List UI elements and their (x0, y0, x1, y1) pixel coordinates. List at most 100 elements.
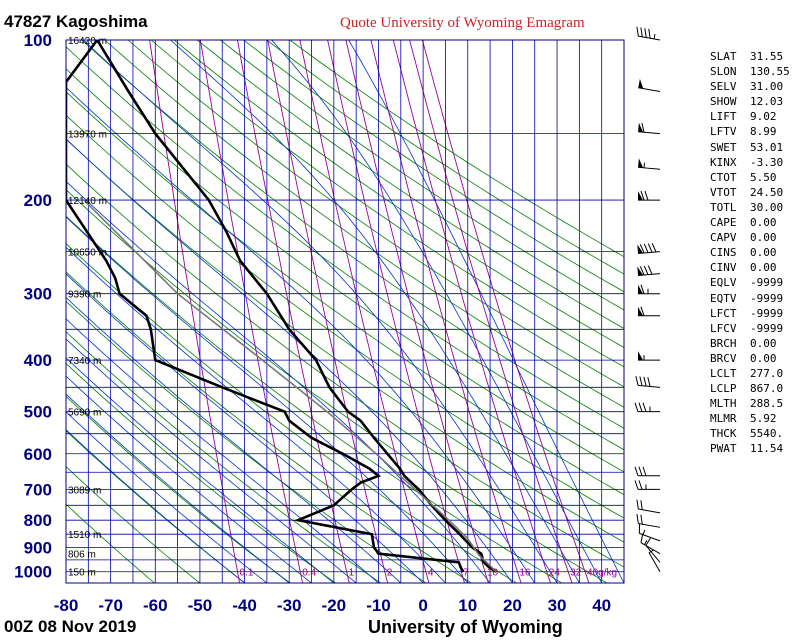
wind-barb (638, 284, 660, 295)
index-name: BRCV (710, 351, 737, 365)
x-tick-label: -40 (232, 596, 257, 615)
wind-barb (638, 523, 661, 542)
index-row: LCLP 867.0 (710, 381, 790, 396)
dry-adiabat (66, 215, 563, 583)
moist-adiabat (66, 393, 290, 583)
index-row: EQTV -9999 (710, 291, 790, 306)
moist-adiabat (66, 86, 536, 583)
mixing-ratio-label: 1 (349, 568, 355, 579)
index-name: MLMR (710, 412, 737, 426)
index-row: TOTL 30.00 (710, 200, 790, 215)
wind-barb (638, 190, 660, 201)
dry-adiabat (197, 40, 624, 329)
index-row: KINX -3.30 (710, 155, 790, 170)
index-row: MLMR 5.92 (710, 411, 790, 426)
mixing-ratio-label: 32 (570, 568, 582, 579)
index-value: -9999 (750, 321, 784, 335)
y-tick-label: 300 (24, 285, 52, 304)
moist-adiabat (66, 318, 379, 583)
mixing-ratio-label: 0.1 (240, 568, 254, 579)
wind-barb (634, 466, 660, 477)
index-row: SHOW 12.03 (710, 94, 790, 109)
dry-adiabat (66, 362, 336, 583)
plot-frame (65, 39, 625, 584)
index-name: LFTV (710, 125, 737, 139)
index-value: -9999 (750, 306, 784, 320)
x-tick-label: 0 (418, 596, 427, 615)
index-row: BRCV 0.00 (710, 351, 790, 366)
height-label: 9390 m (68, 290, 101, 301)
wind-barb (638, 122, 661, 135)
index-row: EQLV -9999 (710, 275, 790, 290)
moist-adiabat (66, 296, 402, 583)
mixing-ratio-line (149, 40, 241, 583)
dry-adiabat (66, 331, 381, 583)
dry-adiabat (243, 40, 624, 293)
temperature-profile (96, 40, 497, 573)
index-row: CTOT 5.50 (710, 170, 790, 185)
mixing-ratio-line (392, 40, 551, 583)
y-tick-label: 700 (24, 480, 52, 499)
index-row: LFTV 8.99 (710, 124, 790, 139)
datetime-label: 00Z 08 Nov 2019 (4, 617, 137, 636)
moist-adiabat (66, 429, 245, 583)
height-label: 7340 m (68, 356, 101, 367)
index-row: LFCT -9999 (710, 306, 790, 321)
y-tick-label: 600 (24, 445, 52, 464)
index-row: VTOT 24.50 (710, 185, 790, 200)
dry-adiabat (66, 91, 624, 496)
index-value: 0.00 (750, 246, 777, 260)
index-row: PWAT 11.54 (710, 441, 790, 456)
mixing-ratio-line (370, 40, 522, 583)
dry-adiabat (266, 40, 624, 275)
mixing-ratio-line (345, 40, 489, 583)
mixing-ratio-line (421, 40, 590, 583)
mixing-ratio-label: 16 (520, 568, 532, 579)
dry-adiabat (173, 40, 624, 348)
index-name: CINS (710, 246, 737, 260)
index-name: SLAT (710, 50, 737, 63)
index-name: CAPE (710, 216, 737, 230)
index-row: MLTH 288.5 (710, 396, 790, 411)
index-name: THCK (710, 427, 737, 441)
source-label: University of Wyoming (368, 617, 563, 637)
index-value: 12.03 (750, 95, 784, 109)
index-name: BRCH (710, 336, 737, 350)
index-value: 24.50 (750, 185, 784, 199)
dry-adiabat (66, 271, 472, 583)
dry-adiabat (66, 68, 624, 473)
index-row: CINS 0.00 (710, 245, 790, 260)
index-name: LCLT (710, 366, 737, 380)
mixing-ratio-label: 4 (428, 568, 434, 579)
mixing-ratio-label: 24 (549, 568, 561, 579)
y-tick-label: 1000 (14, 563, 52, 582)
index-value: 0.00 (750, 336, 777, 350)
mixing-ratio-line (299, 40, 430, 583)
dry-adiabat (66, 46, 624, 451)
index-name: SHOW (710, 95, 737, 109)
moist-adiabat (170, 40, 580, 583)
index-value: 53.01 (750, 140, 784, 154)
index-name: CINV (710, 261, 737, 275)
height-label: 5690 m (68, 408, 101, 419)
index-name: CTOT (710, 170, 737, 184)
index-name: LIFT (710, 110, 737, 124)
stability-indices-table: SLAT 31.55 SLON 130.55 SELV 31.00 SHOW 12.03 LIF… (710, 49, 790, 457)
index-row: SLAT 31.55 (710, 49, 790, 64)
x-tick-label: 30 (548, 596, 567, 615)
index-value: 5.92 (750, 412, 777, 426)
mixing-ratio-line (327, 40, 465, 583)
x-tick-label: 40 (592, 596, 611, 615)
mixing-ratio-label: 10 (487, 568, 499, 579)
index-value: 288.5 (750, 397, 784, 411)
x-tick-label: -70 (98, 596, 123, 615)
index-name: SLON (710, 65, 737, 79)
index-name: PWAT (710, 442, 737, 456)
wind-barb (634, 480, 660, 490)
index-name: LFCV (710, 321, 737, 335)
wind-barb (636, 514, 661, 528)
index-value: 5540. (750, 427, 784, 441)
index-row: CINV 0.00 (710, 260, 790, 275)
y-tick-label: 900 (24, 538, 52, 557)
moist-adiabat (66, 138, 513, 583)
